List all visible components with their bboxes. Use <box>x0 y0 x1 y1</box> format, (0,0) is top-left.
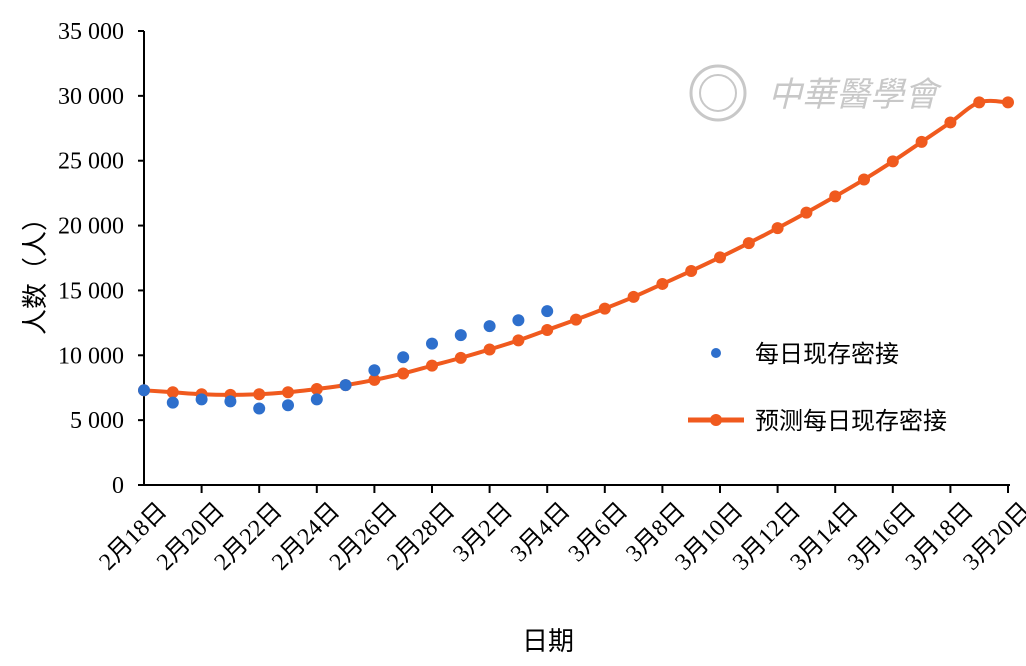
predicted-point <box>627 290 640 303</box>
observed-point <box>483 320 496 333</box>
observed-point <box>310 393 323 406</box>
observed-point <box>512 314 525 327</box>
predicted-point <box>397 367 410 380</box>
observed-point <box>368 364 381 377</box>
predicted-point <box>310 383 323 396</box>
x-ticks: 2月18日2月20日2月22日2月24日2月26日2月28日3月2日3月4日3月… <box>94 485 1026 576</box>
y-tick-label: 0 <box>112 473 124 499</box>
predicted-point <box>166 386 179 399</box>
watermark: 中華醫學會 <box>689 64 943 122</box>
y-ticks: 0 5 000 10 000 15 000 20 000 25 000 30 000 35 0… <box>58 19 144 499</box>
predicted-point <box>454 351 467 364</box>
predicted-point <box>570 313 582 326</box>
predicted-point <box>368 373 381 386</box>
series-predicted <box>138 96 1014 401</box>
predicted-point <box>858 173 870 186</box>
observed-point <box>166 396 179 409</box>
observed-point <box>195 393 208 406</box>
predicted-point <box>598 302 611 315</box>
x-tick-label: 3月6日 <box>564 498 633 567</box>
predicted-point <box>829 190 842 203</box>
watermark-seal-icon <box>689 64 747 122</box>
y-axis-title: 人数（人） <box>21 205 51 335</box>
y-tick-label: 20 000 <box>58 214 124 240</box>
x-tick-label: 3月4日 <box>506 498 575 567</box>
observed-point <box>426 337 438 350</box>
predicted-point <box>656 277 669 290</box>
predicted-point <box>771 222 784 235</box>
predicted-point <box>714 251 726 264</box>
predicted-point <box>253 388 266 401</box>
legend-label-observed: 每日现存密接 <box>755 340 899 368</box>
y-tick-label: 15 000 <box>58 278 124 304</box>
y-tick-label: 10 000 <box>58 343 124 369</box>
predicted-point <box>1002 96 1014 109</box>
predicted-point <box>541 323 554 336</box>
watermark-seal-inner-icon <box>699 74 737 112</box>
y-tick-label: 25 000 <box>58 149 124 175</box>
legend-label-predicted: 预测每日现存密接 <box>755 407 947 435</box>
observed-point <box>253 402 266 415</box>
predicted-point <box>886 155 899 168</box>
observed-point <box>541 305 554 318</box>
y-tick-label: 5 000 <box>70 408 124 434</box>
x-tick-label: 3月2日 <box>449 498 518 567</box>
predicted-point <box>426 359 438 372</box>
legend-marker-predicted <box>710 414 722 426</box>
y-tick-label: 30 000 <box>58 84 124 110</box>
observed-point <box>282 399 294 412</box>
observed-point <box>454 329 467 342</box>
predicted-point <box>685 264 698 277</box>
predicted-point <box>944 116 957 129</box>
predicted-point <box>973 96 986 109</box>
predicted-point <box>742 237 755 250</box>
predicted-point <box>282 386 294 399</box>
observed-point <box>224 395 237 408</box>
observed-point <box>397 351 410 364</box>
predicted-point <box>512 334 525 347</box>
predicted-point <box>915 135 928 148</box>
x-axis-title: 日期 <box>522 627 574 657</box>
watermark-text: 中華醫學會 <box>768 75 943 115</box>
predicted-point <box>800 206 813 219</box>
legend: 每日现存密接 预测每日现存密接 <box>688 340 947 435</box>
observed-point <box>339 379 352 392</box>
y-tick-label: 35 000 <box>58 19 124 45</box>
predicted-point <box>483 343 496 356</box>
observed-point <box>138 384 150 397</box>
series-observed <box>138 305 554 415</box>
legend-marker-observed <box>711 348 721 358</box>
